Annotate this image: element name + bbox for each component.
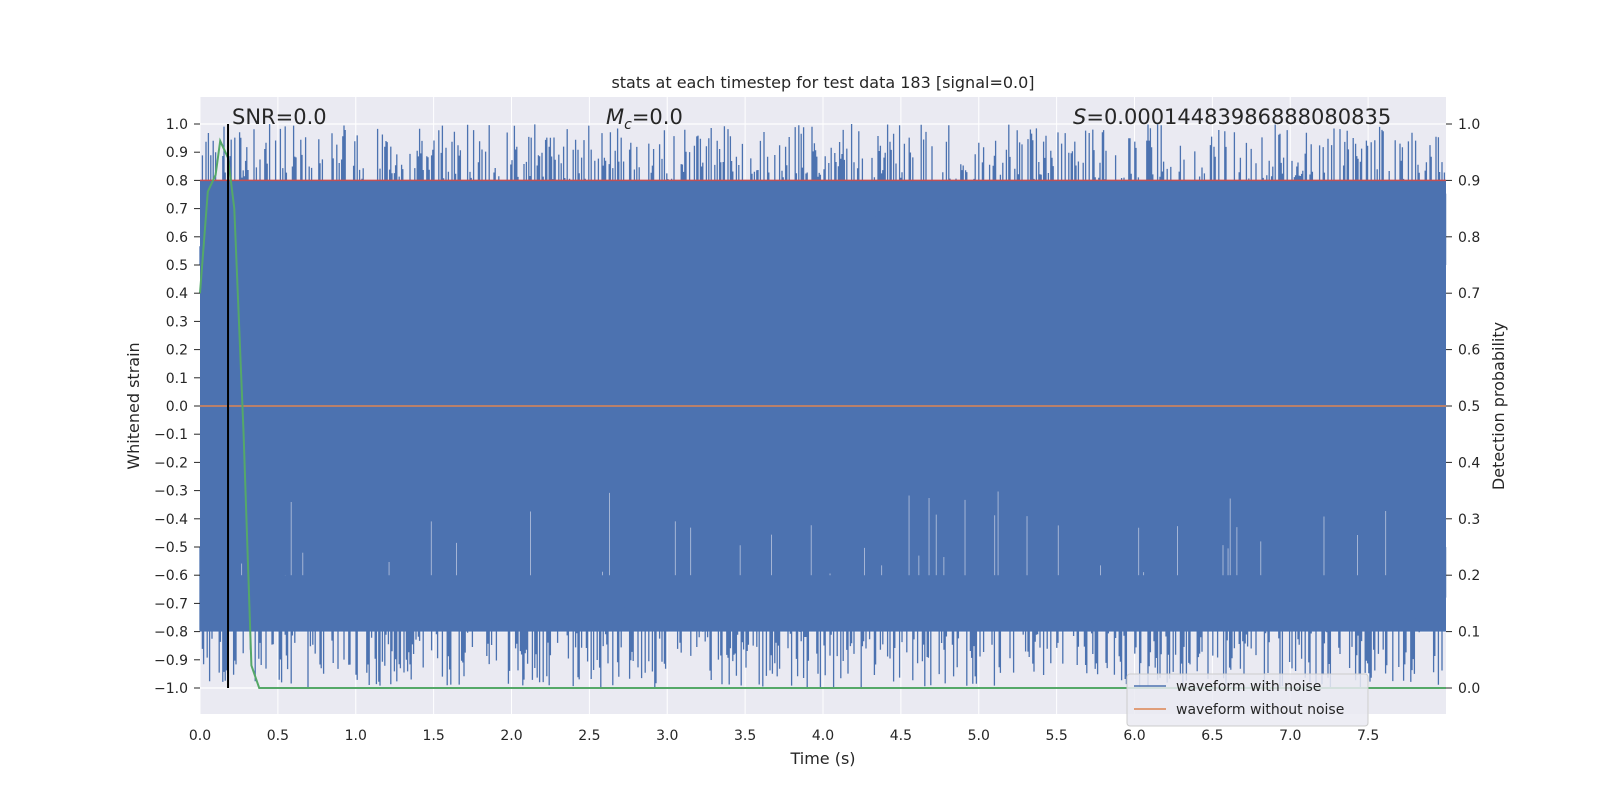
y-tick-label: 0.5 xyxy=(166,258,188,274)
x-tick-label: 1.5 xyxy=(422,728,444,744)
y-tick-label: −0.2 xyxy=(154,455,188,471)
x-tick-label: 0.5 xyxy=(267,728,289,744)
noise-lower-spikes xyxy=(199,476,1447,688)
x-tick-label: 4.5 xyxy=(890,728,912,744)
x-tick-label: 1.0 xyxy=(345,728,367,744)
y2-tick-label: 0.4 xyxy=(1458,455,1480,471)
y-tick-label: −0.4 xyxy=(154,512,188,528)
y2-tick-label: 0.6 xyxy=(1458,343,1480,359)
y2-tick-label: 0.9 xyxy=(1458,173,1480,189)
y-tick-label: −0.6 xyxy=(154,568,188,584)
legend-label-clean: waveform without noise xyxy=(1176,702,1344,718)
x-tick-label: 5.5 xyxy=(1045,728,1067,744)
x-tick-label: 2.5 xyxy=(578,728,600,744)
y-tick-label: −0.3 xyxy=(154,484,188,500)
y-tick-label: 1.0 xyxy=(166,117,188,133)
y-tick-label: −0.8 xyxy=(154,625,188,641)
y-tick-label: −0.9 xyxy=(154,653,188,669)
y-tick-label: −0.5 xyxy=(154,540,188,556)
noise-upper-spikes xyxy=(199,124,1447,347)
y2-tick-label: 0.5 xyxy=(1458,399,1480,415)
y-tick-label: 0.9 xyxy=(166,145,188,161)
y-tick-label: −1.0 xyxy=(154,681,188,697)
x-tick-label: 3.5 xyxy=(734,728,756,744)
x-tick-label: 5.0 xyxy=(968,728,990,744)
y-tick-label: −0.1 xyxy=(154,427,188,443)
chart-title: stats at each timestep for test data 183… xyxy=(611,73,1034,92)
y-tick-label: 0.8 xyxy=(166,173,188,189)
legend-label-noise: waveform with noise xyxy=(1176,679,1321,695)
legend: waveform with noise waveform without noi… xyxy=(1126,673,1369,727)
legend-box xyxy=(1126,673,1369,727)
y-tick-label: 0.4 xyxy=(166,286,188,302)
y2-tick-label: 0.1 xyxy=(1458,625,1480,641)
y-tick-label: 0.1 xyxy=(166,371,188,387)
y-tick-label: 0.6 xyxy=(166,230,188,246)
y-tick-label: 0.7 xyxy=(166,202,188,218)
x-tick-label: 6.5 xyxy=(1201,728,1223,744)
x-tick-label: 4.0 xyxy=(812,728,834,744)
chirp-mass-annotation: Mc=0.0 xyxy=(606,105,683,133)
y2-tick-label: 0.8 xyxy=(1458,230,1480,246)
y2-tick-label: 1.0 xyxy=(1458,117,1480,133)
y-tick-label: 0.3 xyxy=(166,314,188,330)
lines-layer xyxy=(199,124,1446,689)
x-tick-label: 0.0 xyxy=(189,728,211,744)
y-tick-label: 0.2 xyxy=(166,343,188,359)
x-axis: 0.0 0.5 1.0 1.5 2.0 2.5 3.0 3.5 4.0 4.5 5.0 5.5 6.0 6… xyxy=(189,728,1379,744)
y-axis-left: 1.0 0.9 0.8 0.7 0.6 0.5 0.4 0.3 0.2 0.1 0.0 −0.1 −0.… xyxy=(154,117,200,697)
detection-probability-line xyxy=(199,137,1446,689)
x-tick-label: 6.0 xyxy=(1123,728,1145,744)
y2-axis-label: Detection probability xyxy=(1489,322,1508,490)
y-tick-label: −0.7 xyxy=(154,596,188,612)
x-tick-label: 2.0 xyxy=(500,728,522,744)
x-tick-label: 7.0 xyxy=(1279,728,1301,744)
x-tick-label: 7.5 xyxy=(1357,728,1379,744)
y-tick-label: 0.0 xyxy=(166,399,188,415)
y2-tick-label: 0.2 xyxy=(1458,568,1480,584)
x-tick-label: 3.0 xyxy=(656,728,678,744)
x-axis-label: Time (s) xyxy=(789,749,855,768)
y-axis-right: 1.0 0.9 0.8 0.7 0.6 0.5 0.4 0.3 0.2 0.1 0.0 xyxy=(1446,117,1480,697)
y-axis-label: Whitened strain xyxy=(124,342,143,469)
snr-annotation: SNR=0.0 xyxy=(232,105,327,129)
y2-tick-label: 0.7 xyxy=(1458,286,1480,302)
y2-tick-label: 0.0 xyxy=(1458,681,1480,697)
y2-tick-label: 0.3 xyxy=(1458,512,1480,528)
score-annotation: S=0.00014483986888080835 xyxy=(1073,105,1391,129)
